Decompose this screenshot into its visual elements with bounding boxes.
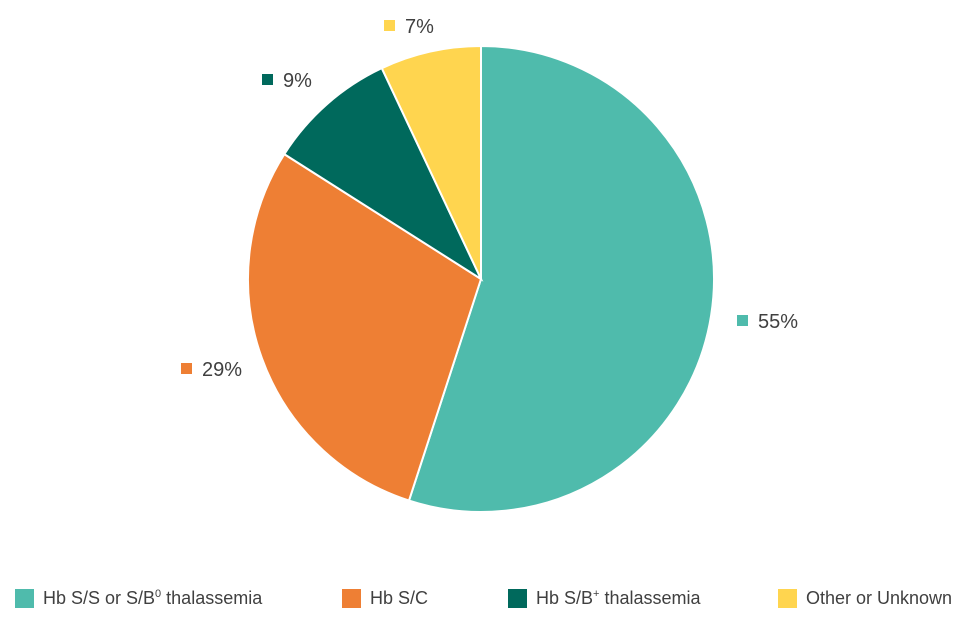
data-label-marker-other	[384, 20, 395, 31]
data-label-marker-hb-sc	[181, 363, 192, 374]
legend-label-hb-ss: Hb S/S or S/B0 thalassemia	[43, 587, 263, 608]
pie-slice-other	[380, 44, 482, 280]
data-label-hb-sc: 29%	[202, 359, 242, 381]
legend-item-hb-sb-plus: Hb S/B+ thalassemia	[508, 583, 701, 613]
data-label-marker-hb-sb-plus	[262, 74, 273, 85]
legend-swatch-hb-sc	[342, 588, 361, 608]
legend-swatch-hb-sb-plus	[508, 588, 527, 608]
legend-label-hb-sc: Hb S/C	[370, 587, 429, 608]
data-labels: 55% 29% 9% 7%	[181, 16, 798, 381]
pie-slices	[247, 44, 715, 513]
pie-slice-hb-ss	[407, 44, 715, 513]
data-label-hb-sb-plus: 9%	[283, 70, 312, 92]
legend-label-hb-sb-plus: Hb S/B+ thalassemia	[536, 587, 701, 608]
legend-item-hb-ss: Hb S/S or S/B0 thalassemia	[15, 583, 262, 613]
legend-item-hb-sc: Hb S/C	[342, 583, 428, 613]
legend-swatch-hb-ss	[15, 588, 34, 608]
data-label-marker-hb-ss	[737, 315, 748, 326]
legend-item-other: Other or Unknown	[778, 583, 952, 613]
data-label-hb-ss: 55%	[758, 311, 798, 333]
legend-label-other: Other or Unknown	[806, 587, 953, 608]
pie-slice-hb-sb-plus	[282, 66, 484, 282]
data-label-other: 7%	[405, 16, 434, 38]
legend-swatch-other	[778, 588, 797, 608]
legend: Hb S/S or S/B0 thalassemia Hb S/C Hb S/B…	[0, 583, 975, 613]
pie-slice-hb-sc	[247, 152, 483, 502]
